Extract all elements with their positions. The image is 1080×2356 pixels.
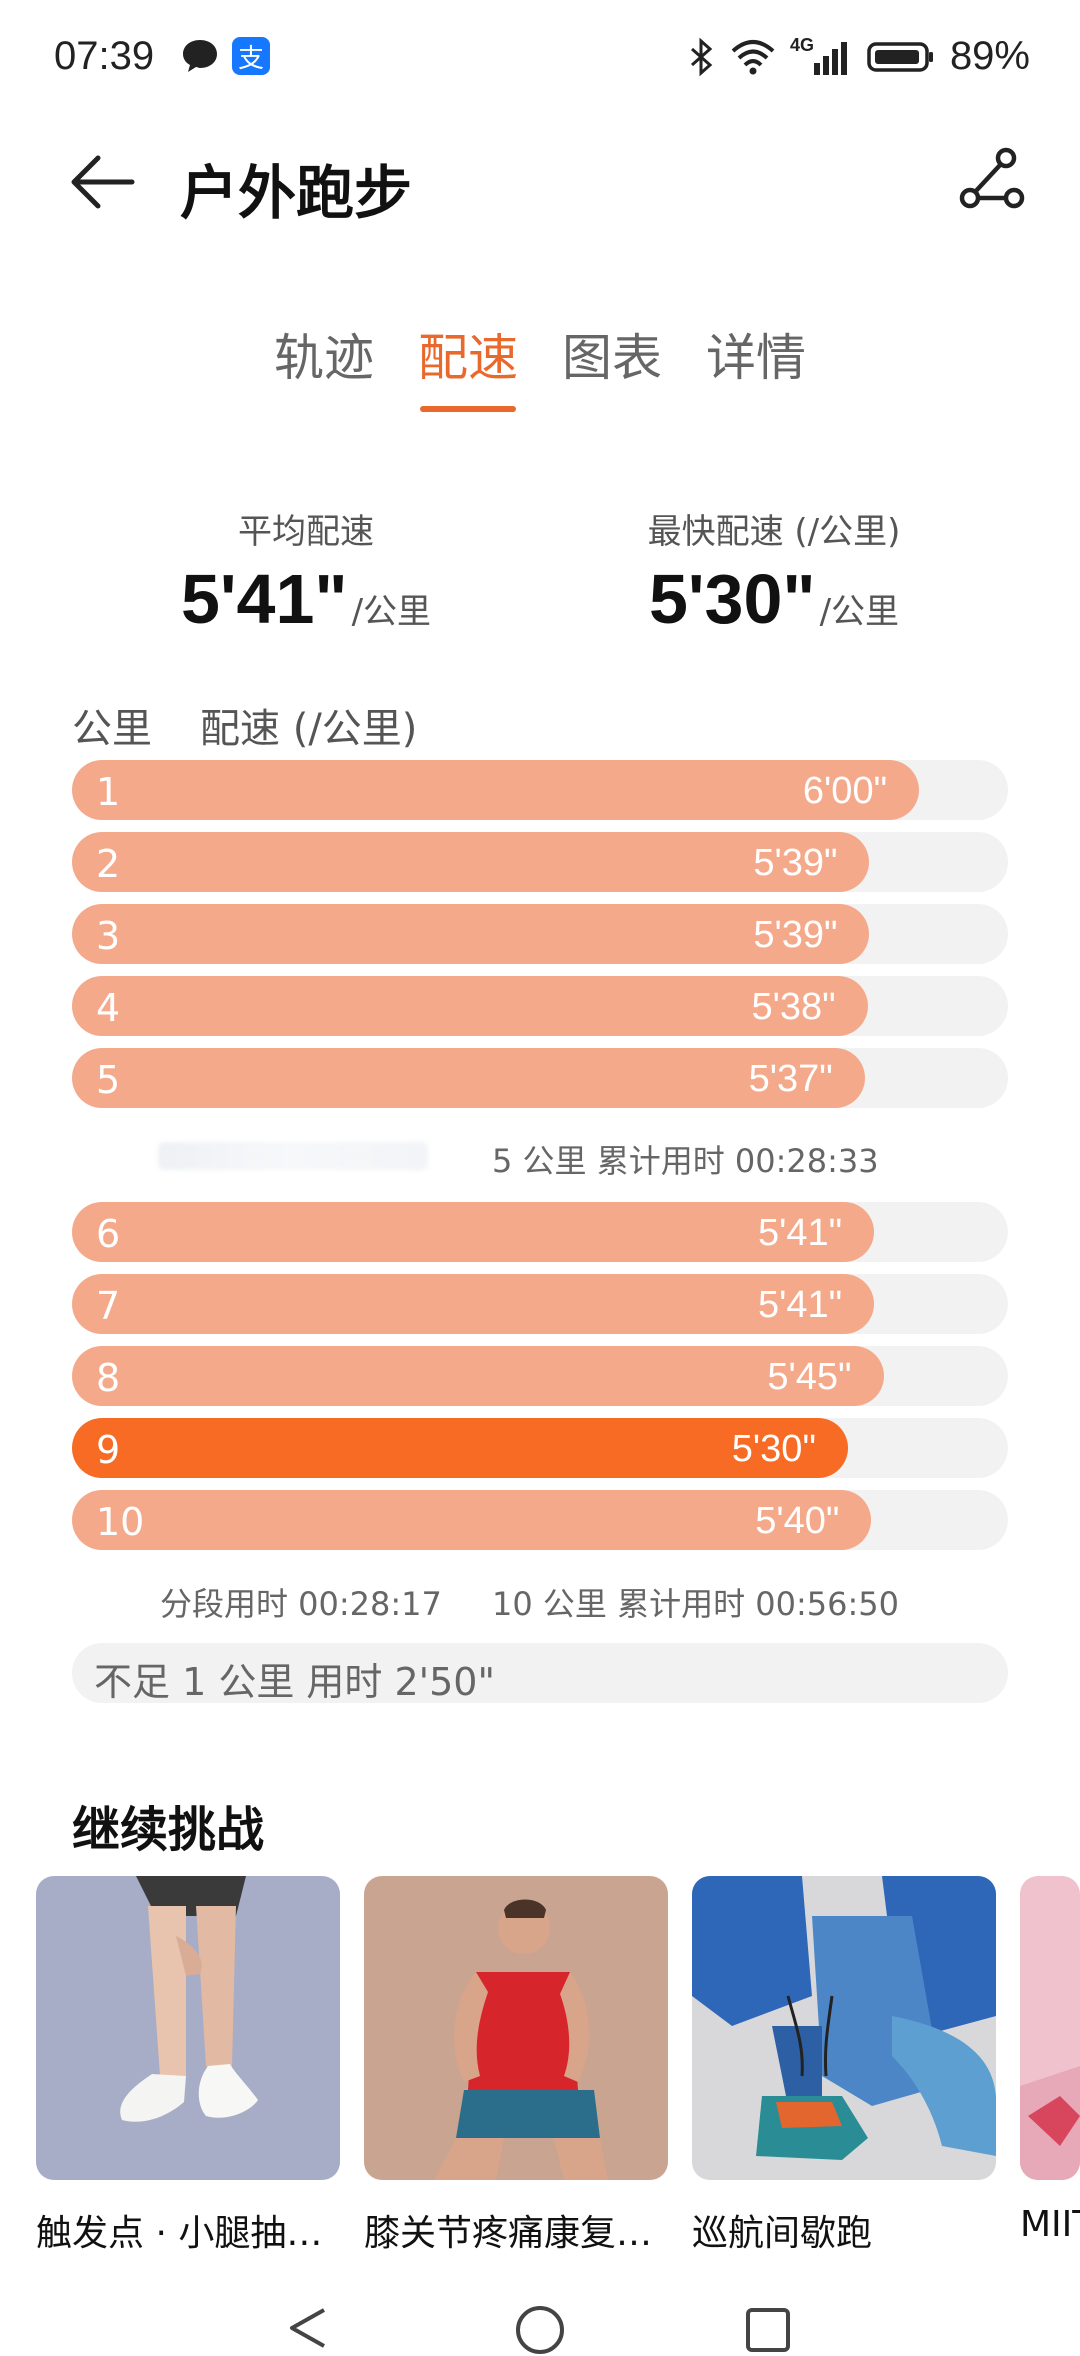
blurred-text — [158, 1142, 428, 1170]
split-km: 1 — [96, 770, 121, 814]
fastest-pace-value: 5'30" — [648, 560, 816, 638]
split-km: 2 — [96, 842, 121, 886]
back-arrow-icon — [71, 155, 135, 209]
battery-percent: 89% — [949, 34, 1030, 78]
fastest-pace-label: 最快配速 (/公里) — [647, 512, 901, 552]
split-row[interactable]: 5'30" 9 — [72, 1418, 1008, 1478]
tab-track[interactable]: 轨迹 — [274, 329, 374, 387]
status-notification-icons: 支 — [180, 36, 270, 76]
avg-pace-summary: 平均配速 5'41"/公里 — [96, 504, 516, 639]
tab-chart[interactable]: 图表 — [562, 329, 662, 387]
segment-time-note: 分段用时 00:28:17 — [160, 1585, 442, 1623]
split-km: 5 — [96, 1058, 121, 1102]
split-km: 10 — [96, 1500, 145, 1544]
split-km: 3 — [96, 914, 121, 958]
split-row[interactable]: 6'00" 1 — [72, 760, 1008, 820]
split-row[interactable]: 5'38" 4 — [72, 976, 1008, 1036]
nav-back-icon[interactable] — [284, 2304, 334, 2352]
page-title: 户外跑步 — [180, 159, 413, 227]
knee-rehab-image — [364, 1876, 668, 2180]
split-row[interactable]: 5'41" 7 — [72, 1274, 1008, 1334]
split-pace: 5'38" — [751, 986, 836, 1028]
split-row[interactable]: 5'45" 8 — [72, 1346, 1008, 1406]
split-bar: 5'41" — [72, 1202, 875, 1262]
split-pace: 5'40" — [755, 1500, 840, 1542]
route-share-icon — [959, 147, 1025, 209]
avg-pace-label: 平均配速 — [238, 512, 374, 552]
split-row[interactable]: 5'39" 2 — [72, 832, 1008, 892]
split-pace: 5'41" — [757, 1212, 843, 1254]
wifi-icon — [731, 39, 775, 74]
split-bar: 5'45" — [72, 1346, 884, 1406]
split-km: 6 — [96, 1212, 121, 1256]
nav-recents-icon[interactable] — [744, 2306, 792, 2354]
challenge-card-caption: 触发点 · 小腿抽… — [36, 2213, 323, 2254]
split-pace: 5'39" — [753, 914, 838, 956]
split-pace: 5'30" — [731, 1428, 816, 1470]
tab-bar: 轨迹 配速 图表 详情 — [0, 318, 1080, 412]
status-right: 4G 89% — [688, 34, 1030, 79]
challenge-card[interactable]: MIIT — [1020, 1876, 1080, 2245]
split-bar: 5'39" — [72, 904, 870, 964]
avg-pace-unit: /公里 — [351, 592, 432, 632]
fastest-pace-summary: 最快配速 (/公里) 5'30"/公里 — [564, 504, 984, 639]
split-bar: 5'41" — [72, 1274, 875, 1334]
battery-icon — [867, 41, 933, 72]
split-bar: 5'37" — [72, 1048, 865, 1108]
split-km: 9 — [96, 1428, 121, 1472]
challenge-card-caption: MIIT — [1020, 2204, 1080, 2245]
system-nav-bar — [0, 2300, 1080, 2354]
back-button[interactable] — [62, 140, 142, 220]
route-share-button[interactable] — [952, 140, 1032, 220]
cumulative-5km-note: 5 公里 累计用时 00:28:33 — [492, 1142, 879, 1180]
km-column-header: 公里 — [72, 706, 152, 752]
calf-stretch-image — [36, 1876, 340, 2180]
split-bar: 5'39" — [72, 832, 870, 892]
remainder-text: 不足 1 公里 用时 2'50" — [94, 1660, 495, 1704]
continue-challenge-title: 继续挑战 — [72, 1802, 265, 1858]
split-row[interactable]: 5'40" 10 — [72, 1490, 1008, 1550]
challenge-card[interactable]: 巡航间歇跑 — [692, 1876, 996, 2256]
status-time: 07:39 — [54, 34, 155, 78]
split-pace: 6'00" — [802, 770, 888, 812]
tab-details[interactable]: 详情 — [706, 329, 806, 387]
split-bar: 6'00" — [72, 760, 920, 820]
split-pace: 5'37" — [748, 1058, 833, 1100]
split-bar: 5'30" — [72, 1418, 848, 1478]
challenge-card[interactable]: 触发点 · 小腿抽… — [36, 1876, 340, 2256]
challenge-card-caption: 巡航间歇跑 — [692, 2213, 873, 2254]
message-bubble-icon — [183, 40, 217, 72]
tab-pace[interactable]: 配速 — [418, 318, 518, 412]
split-km: 8 — [96, 1356, 121, 1400]
split-pace: 5'41" — [757, 1284, 843, 1326]
challenge-card-caption: 膝关节疼痛康复… — [364, 2213, 653, 2254]
splits-header: 公里 配速 (/公里) — [72, 696, 417, 754]
challenge-card[interactable]: 膝关节疼痛康复… — [364, 1876, 668, 2256]
interval-run-image — [692, 1876, 996, 2180]
cumulative-10km-note: 10 公里 累计用时 00:56:50 — [492, 1585, 899, 1623]
split-row[interactable]: 5'39" 3 — [72, 904, 1008, 964]
bluetooth-icon — [690, 37, 713, 76]
split-row[interactable]: 5'37" 5 — [72, 1048, 1008, 1108]
cell-signal-icon: 4G — [790, 35, 852, 77]
avg-pace-value: 5'41" — [180, 560, 348, 638]
miit-image — [1020, 1876, 1080, 2180]
split-bar: 5'38" — [72, 976, 868, 1036]
fastest-pace-unit: /公里 — [819, 592, 900, 632]
split-pace: 5'39" — [753, 842, 838, 884]
pace-column-header: 配速 (/公里) — [200, 706, 418, 752]
remainder-row: 不足 1 公里 用时 2'50" — [72, 1643, 1008, 1704]
split-bar: 5'40" — [72, 1490, 872, 1550]
split-km: 7 — [96, 1284, 121, 1328]
split-row[interactable]: 5'41" 6 — [72, 1202, 1008, 1262]
split-km: 4 — [96, 986, 121, 1030]
alipay-icon: 支 — [232, 37, 270, 75]
nav-home-icon[interactable] — [514, 2304, 566, 2356]
split-pace: 5'45" — [767, 1356, 852, 1398]
